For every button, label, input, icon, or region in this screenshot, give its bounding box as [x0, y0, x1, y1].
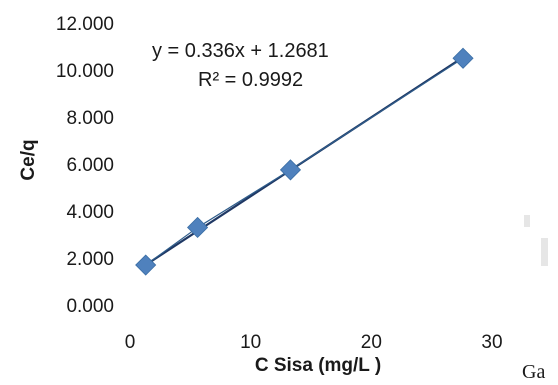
data-point	[187, 216, 209, 239]
y-tick-label: 12.000	[56, 14, 114, 35]
y-tick-label: 10.000	[56, 61, 114, 82]
y-tick-label: 4.000	[66, 202, 114, 223]
trendline-layer	[145, 56, 464, 266]
background-fleck	[524, 215, 530, 227]
equation-annotation: y = 0.336x + 1.2681	[152, 40, 329, 62]
y-tick-label: 6.000	[66, 155, 114, 176]
y-tick-label: 0.000	[66, 296, 114, 317]
x-tick-label: 20	[361, 332, 382, 353]
y-tick-label: 2.000	[66, 249, 114, 270]
r-squared-annotation: R² = 0.9992	[198, 69, 303, 91]
data-points	[135, 47, 474, 276]
x-tick-label: 0	[125, 332, 136, 353]
data-point	[279, 159, 302, 181]
x-axis-title: C Sisa (mg/L )	[255, 355, 381, 376]
y-axis-title: Ce/q	[18, 139, 39, 180]
x-tick-label: 10	[240, 332, 261, 353]
y-axis-ticks: 0.000 2.000 4.000 6.000 8.000 10.000 12.000	[56, 14, 114, 317]
y-tick-label: 8.000	[66, 108, 114, 129]
side-caption-fragment: Ga	[522, 361, 546, 383]
x-axis-ticks: 0 10 20 30	[125, 332, 503, 353]
data-point	[135, 254, 157, 276]
series-line	[145, 57, 464, 266]
x-tick-label: 30	[481, 332, 502, 353]
data-point	[452, 47, 474, 69]
background-fleck	[541, 238, 548, 266]
